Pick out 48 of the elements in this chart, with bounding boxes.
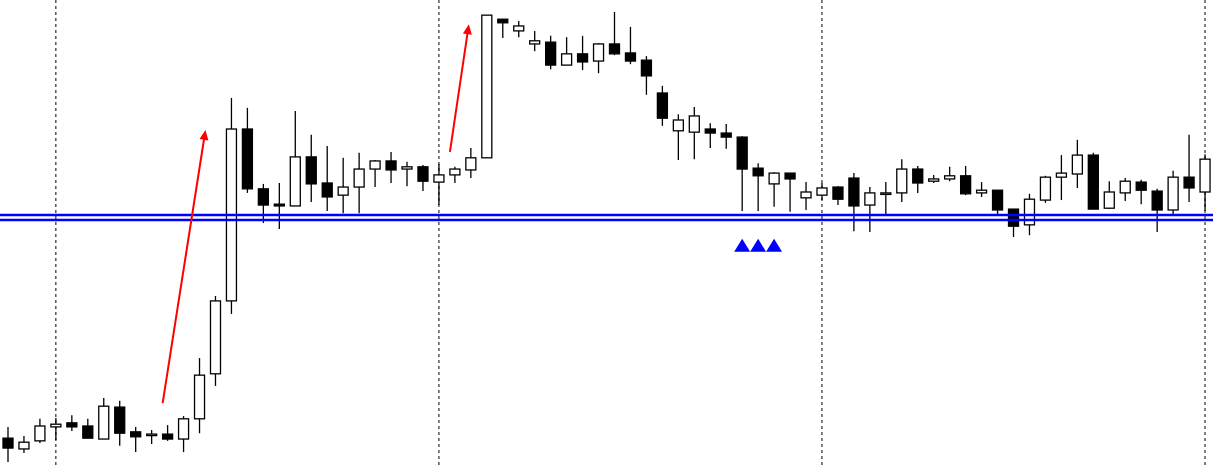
candlestick (720, 123, 732, 150)
candlestick (880, 181, 892, 216)
candlestick (991, 189, 1004, 216)
candlestick (273, 182, 285, 230)
candlestick (784, 172, 796, 213)
candlestick (752, 162, 764, 212)
candlestick (704, 122, 716, 149)
candlestick (1183, 134, 1195, 203)
candlestick (1039, 175, 1052, 204)
candlestick (896, 158, 908, 203)
candlestick (959, 165, 972, 196)
candlestick (1151, 188, 1163, 233)
candlestick (1103, 180, 1115, 210)
candlestick (1119, 177, 1131, 202)
candlestick (864, 186, 876, 233)
candlestick (353, 152, 365, 214)
candlestick (82, 418, 94, 439)
candlestick (401, 161, 413, 187)
candlestick (1071, 139, 1084, 189)
candlestick (608, 12, 621, 56)
candlestick (1135, 179, 1147, 205)
candlestick (34, 418, 46, 444)
candlestick (50, 417, 62, 441)
candlestick (1055, 154, 1068, 201)
candlestick (576, 35, 589, 71)
candlestick (385, 151, 397, 184)
candlestick (337, 157, 349, 214)
candlestick (369, 159, 381, 188)
candlestick (2, 426, 14, 462)
candlestick (177, 415, 190, 453)
candlestick (560, 36, 573, 66)
candlestick (257, 183, 270, 224)
candlestick (465, 147, 477, 179)
candlestick (912, 165, 924, 194)
candlestick (832, 185, 844, 206)
candlestick (624, 26, 637, 65)
candlestick (417, 164, 429, 192)
candlestick (800, 181, 812, 211)
candlestick (321, 145, 333, 212)
candlestick (672, 113, 684, 161)
candlestick (592, 42, 605, 74)
candlestick (130, 426, 142, 453)
candlestick (529, 30, 541, 52)
candlestick (433, 163, 445, 206)
candlestick (768, 171, 780, 208)
candlestick (545, 35, 557, 70)
candlestick (688, 106, 700, 160)
candlestick (640, 55, 653, 96)
